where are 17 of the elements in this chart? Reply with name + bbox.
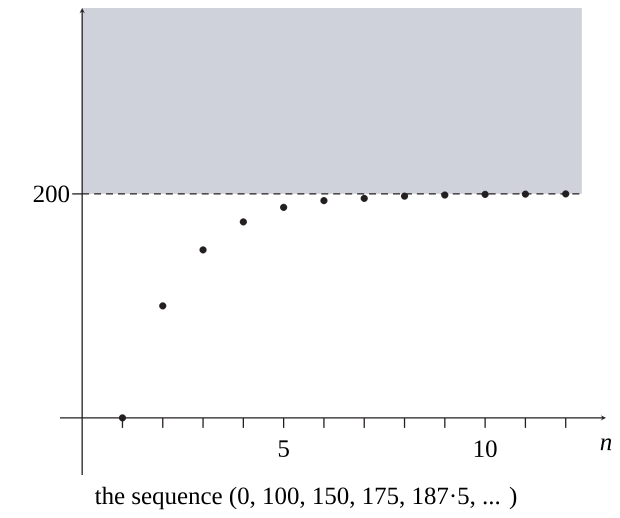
point [320,197,328,204]
point [482,190,489,198]
point [118,414,126,422]
point [562,190,570,198]
point [199,246,207,254]
point [522,190,529,198]
annotation: 200 [34,186,70,202]
x-tick-label: 5 [278,440,289,457]
point [280,204,288,211]
x-tick-label: 10 [474,440,497,458]
point [240,218,247,226]
point [441,191,448,199]
point [159,302,166,310]
point [360,194,368,202]
x-axis-title: n [600,438,612,450]
point [400,192,408,200]
text: the sequence (0, 100, 150, 175, 187·5, ... ) [94,486,516,510]
